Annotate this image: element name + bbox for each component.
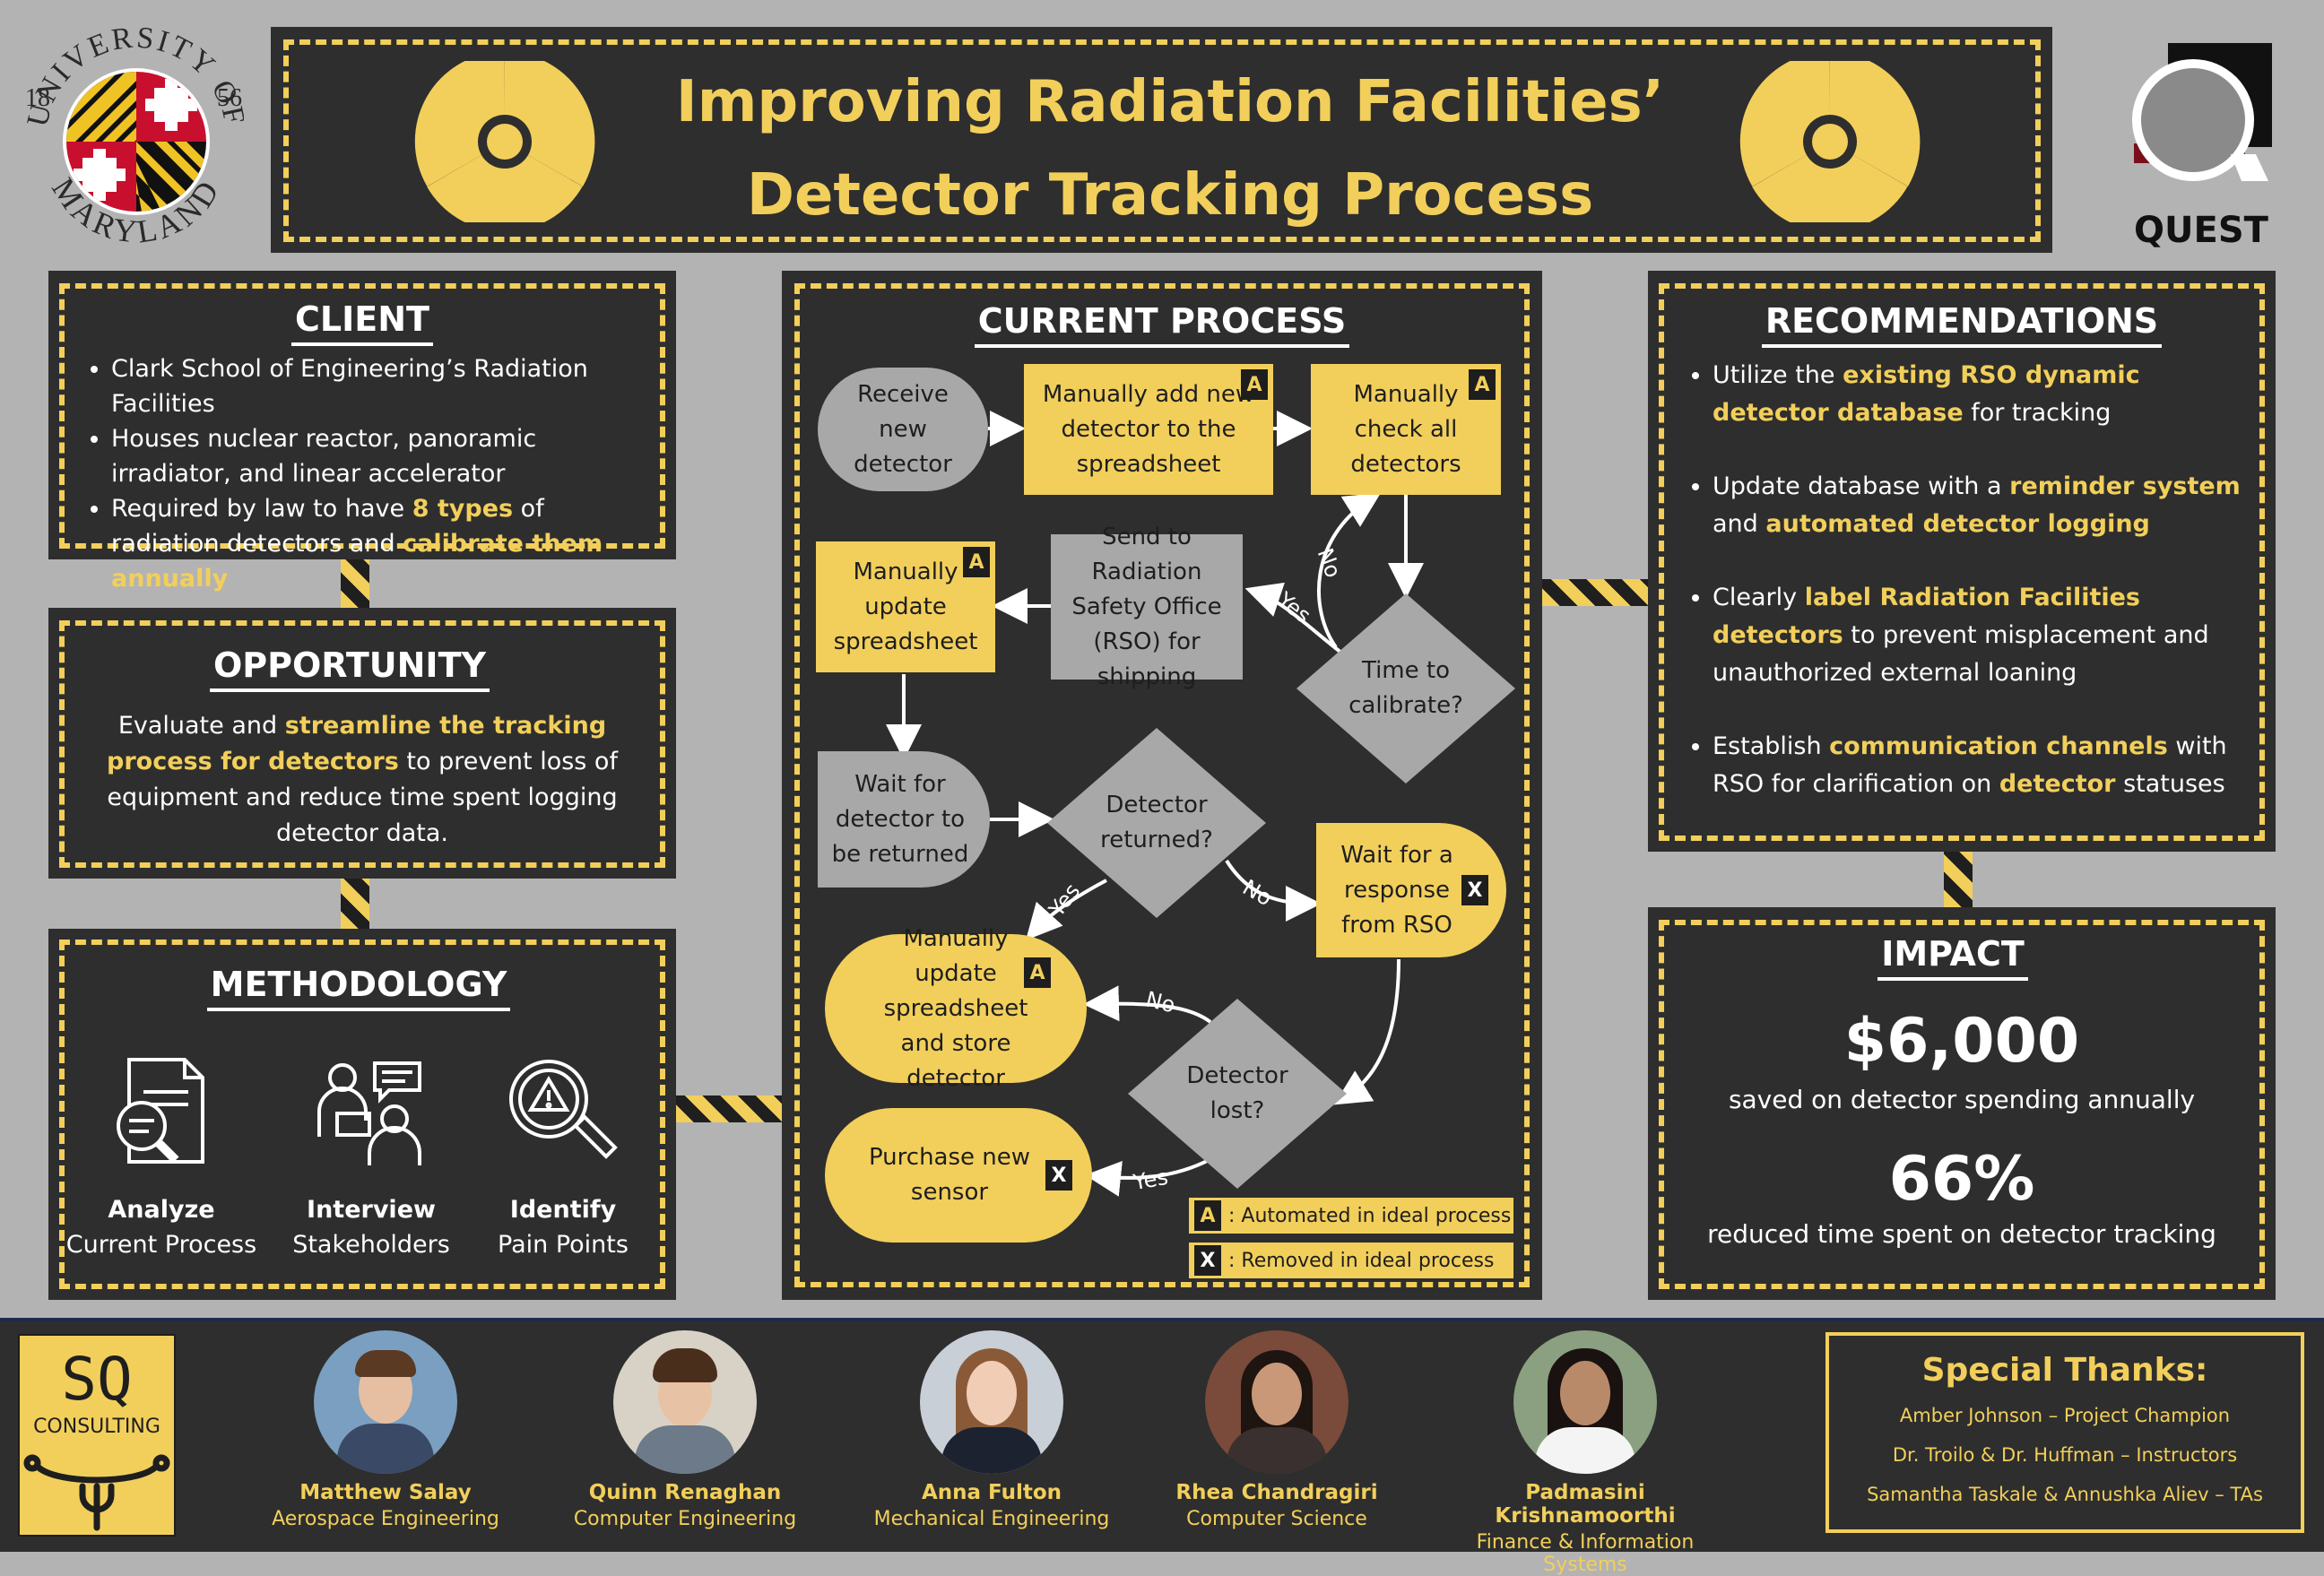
impact-value-savings: $6,000 [1843,1006,2080,1077]
svg-text:18: 18 [25,84,50,112]
team-member: Quinn Renaghan Computer Engineering [542,1330,828,1530]
client-panel-border [59,283,665,549]
client-bullet-1: Clark School of Engineering’s Radiation … [111,351,655,421]
node-time-to-calibrate: Time to calibrate? [1296,593,1515,784]
impact-panel-border [1659,920,2265,1289]
node-detector-returned: Detector returned? [1047,728,1266,918]
team-member: Matthew Salay Aerospace Engineering [242,1330,529,1530]
hotdog-fork-icon [23,1454,170,1531]
impact-desc-savings: saved on detector spending annually [1728,1085,2196,1114]
opportunity-title: OPPORTUNITY [36,645,663,692]
thanks-item: Dr. Troilo & Dr. Huffman – Instructors [1892,1444,2238,1466]
process-panel-border [794,283,1530,1287]
tag-removed: X [1461,875,1488,905]
team-member: Anna Fulton Mechanical Engineering [848,1330,1135,1530]
impact-value-time: 66% [1888,1144,2035,1215]
client-bullet-3: Required by law to have 8 types of radia… [111,491,655,596]
recommendation-1: Utilize the existing RSO dynamic detecto… [1713,357,2256,432]
thanks-item: Samantha Taskale & Annushka Aliev – TAs [1867,1484,2263,1505]
team-member: Padmasini Krishnamoorthi Finance & Infor… [1442,1330,1729,1576]
client-bullets: Clark School of Engineering’s Radiation … [81,351,655,596]
node-detector-lost: Detector lost? [1128,999,1347,1189]
process-title: CURRENT PROCESS [782,301,1542,348]
client-panel [48,271,676,559]
tag-automated: A [963,547,990,577]
node-receive-new-detector: Receive new detector [818,368,988,491]
sq-consulting-logo: SQ CONSULTING [18,1334,176,1537]
radiation-icon-left [414,61,595,222]
special-thanks-title: Special Thanks: [1921,1352,2208,1389]
opportunity-panel-border [59,620,665,868]
recommendations-title: RECOMMENDATIONS [1648,301,2276,348]
methodology-item-identify: Identify Pain Points [498,1196,629,1259]
tag-automated: A [1241,369,1268,400]
tag-removed: X [1045,1160,1072,1191]
thanks-item: Amber Johnson – Project Champion [1899,1405,2231,1426]
recommendations-bullets: Utilize the existing RSO dynamic detecto… [1682,357,2256,803]
avatar [920,1330,1063,1474]
recommendation-2: Update database with a reminder system a… [1713,468,2256,543]
avatar [314,1330,457,1474]
opportunity-panel [48,608,676,879]
node-manually-add-detector: Manually add new detector to the spreads… [1024,364,1273,495]
warning-magnifier-icon [509,1060,618,1159]
methodology-item-analyze: Analyze Current Process [65,1196,257,1259]
node-update-and-store-detector: Manually update spreadsheet and store de… [825,925,1087,1092]
document-search-icon [117,1058,204,1164]
umd-seal: UNIVERSITY OF MARYLAND [20,16,248,258]
connector-client-opportunity [341,559,369,608]
tag-automated: A [1469,369,1496,400]
legend-automated: A : Automated in ideal process [1189,1198,1513,1234]
team-member: Rhea Chandragiri Computer Science [1133,1330,1420,1530]
avatar [1205,1330,1348,1474]
node-manually-check-detectors: Manually check all detectors A [1311,364,1501,495]
impact-title: IMPACT [1639,934,2267,981]
connector-opportunity-methodology [341,879,369,929]
recommendations-panel-border [1659,283,2265,841]
client-title: CLIENT [48,299,676,346]
avatar [1513,1330,1657,1474]
methodology-title: METHODOLOGY [45,965,672,1011]
connector-recommendations-impact [1944,852,1973,907]
tag-removed: X [1194,1245,1221,1276]
opportunity-text: Evaluate and streamline the tracking pro… [107,712,618,847]
methodology-panel-border [59,940,665,1289]
interview-people-icon [317,1061,421,1165]
recommendation-4: Establish communication channels with RS… [1713,728,2256,803]
quest-logo: QUEST [2125,38,2277,253]
recommendations-panel [1648,271,2276,852]
node-send-to-rso: Send to Radiation Safety Office (RSO) fo… [1051,524,1243,690]
connector-process-recommendations [1542,579,1648,606]
title-banner-border [283,39,2041,242]
methodology-item-interview: Interview Stakeholders [292,1196,450,1259]
node-manually-update-spreadsheet: Manually update spreadsheet A [816,541,995,672]
tag-automated: A [1024,957,1051,988]
node-wait-for-rso-response: Wait for a response from RSO X [1316,823,1506,957]
radiation-icon-right [1739,61,1921,222]
tag-automated: A [1194,1200,1221,1231]
svg-text:56: 56 [217,84,242,112]
connector-methodology-process [676,1095,782,1122]
node-purchase-new-sensor: Purchase new sensor X [825,1108,1092,1243]
impact-desc-time: reduced time spent on detector tracking [1707,1219,2216,1249]
client-bullet-2: Houses nuclear reactor, panoramic irradi… [111,421,655,491]
special-thanks-box: Special Thanks: Amber Johnson – Project … [1825,1332,2304,1533]
impact-panel [1648,907,2276,1300]
recommendation-3: Clearly label Radiation Facilities detec… [1713,579,2256,692]
legend-removed: X : Removed in ideal process [1189,1243,1513,1278]
node-wait-detector-returned: Wait for detector to be returned [818,751,990,888]
page-title: Improving Radiation Facilities’ Detector… [675,69,1665,229]
avatar [613,1330,757,1474]
